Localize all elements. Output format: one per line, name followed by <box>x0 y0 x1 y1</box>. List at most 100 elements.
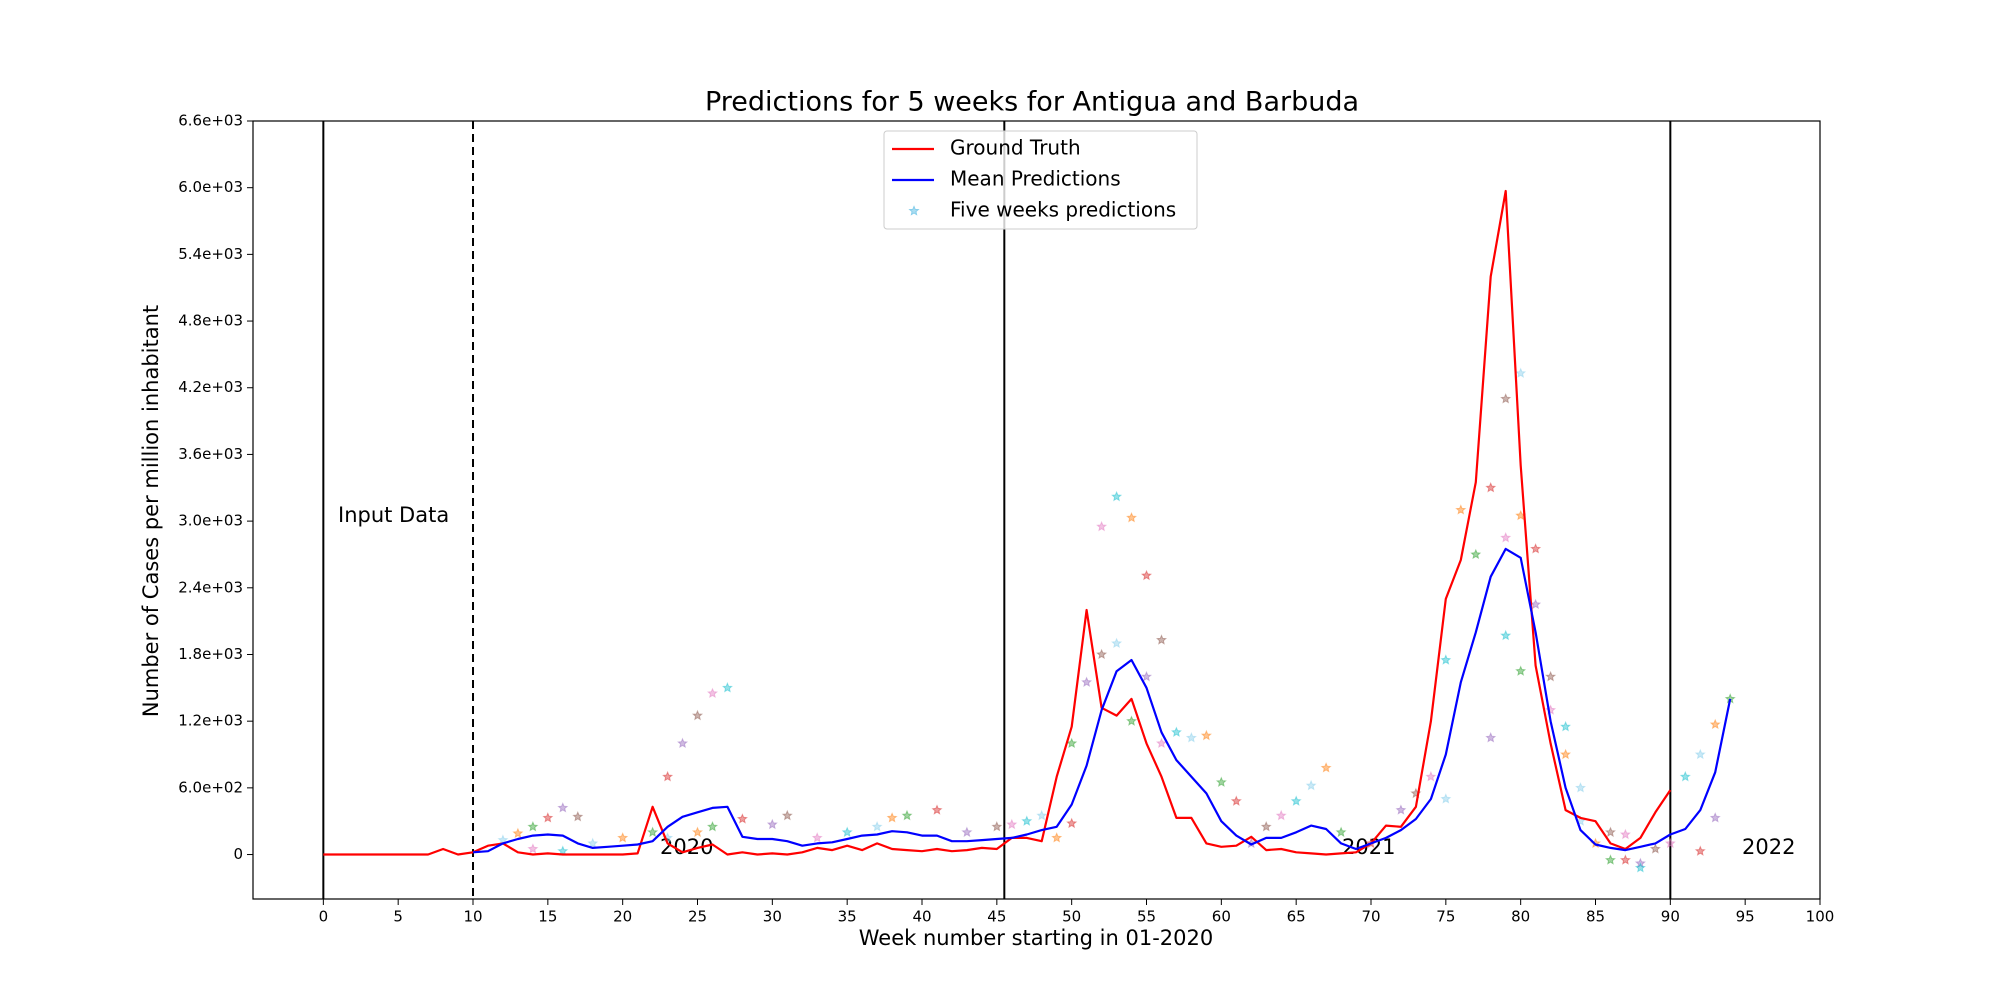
x-tick-label: 15 <box>538 908 557 926</box>
star-point <box>1290 795 1302 806</box>
x-tick-label: 5 <box>393 908 403 926</box>
x-tick-label: 55 <box>1137 908 1156 926</box>
star-point <box>1260 821 1272 832</box>
star-point <box>1649 843 1661 854</box>
star-point <box>871 821 883 832</box>
star-point <box>1155 737 1168 749</box>
star-point <box>1230 795 1242 806</box>
star-point <box>781 809 793 821</box>
star-point <box>1140 670 1153 682</box>
annotation: 2022 <box>1742 835 1795 859</box>
y-tick-label: 4.2e+03 <box>178 378 243 396</box>
y-axis-label: Number of Cases per million inhabitant <box>139 305 163 717</box>
star-point <box>647 826 659 838</box>
y-tick-label: 6.6e+03 <box>178 112 243 130</box>
star-point <box>1081 676 1093 687</box>
star-point <box>736 813 748 824</box>
star-point <box>991 821 1003 832</box>
y-tick-label: 2.4e+03 <box>178 578 243 596</box>
x-tick-label: 65 <box>1287 908 1306 926</box>
annotation: Input Data <box>338 503 449 527</box>
star-point <box>1305 779 1317 791</box>
y-tick-label: 3.6e+03 <box>178 445 243 463</box>
star-point <box>1185 731 1197 743</box>
star-point <box>1096 520 1108 532</box>
star-point <box>1515 665 1527 676</box>
star-point <box>706 821 719 832</box>
star-point <box>1066 737 1078 749</box>
star-point <box>1440 654 1452 665</box>
star-point <box>1560 720 1572 732</box>
star-point <box>1709 812 1721 823</box>
star-point <box>841 826 853 838</box>
star-point <box>1485 482 1497 493</box>
star-point <box>1425 770 1437 782</box>
star-point <box>1051 832 1063 843</box>
star-point <box>1275 809 1287 821</box>
x-tick-label: 75 <box>1436 908 1455 926</box>
star-point <box>961 826 973 838</box>
star-point <box>1545 670 1557 682</box>
x-tick-label: 80 <box>1511 908 1530 926</box>
legend-label: Ground Truth <box>950 136 1081 160</box>
star-point <box>1530 543 1542 554</box>
star-point <box>1709 718 1721 730</box>
legend-label: Mean Predictions <box>950 167 1121 191</box>
star-point <box>617 832 629 843</box>
star-point <box>1006 818 1018 830</box>
star-point <box>1126 715 1138 726</box>
x-tick-label: 10 <box>463 908 482 926</box>
star-point <box>1066 817 1078 829</box>
star-point <box>1440 793 1452 804</box>
star-point <box>1140 569 1153 581</box>
star-point <box>1634 857 1646 869</box>
star-point <box>1530 598 1542 610</box>
x-tick-label: 0 <box>319 908 329 926</box>
star-point <box>1619 828 1631 840</box>
x-tick-label: 50 <box>1062 908 1081 926</box>
star-point <box>1694 748 1706 760</box>
y-tick-label: 1.2e+03 <box>178 712 243 730</box>
star-point <box>677 737 689 749</box>
y-tick-label: 0 <box>233 845 243 863</box>
star-point <box>1335 826 1347 838</box>
star-point <box>691 709 704 721</box>
star-point <box>1545 704 1557 715</box>
x-tick-label: 100 <box>1806 908 1835 926</box>
star-point <box>1470 548 1482 560</box>
star-point <box>1604 826 1616 838</box>
star-point <box>1096 648 1108 660</box>
x-tick-label: 90 <box>1661 908 1680 926</box>
star-point <box>1560 748 1572 760</box>
star-point <box>1679 770 1691 782</box>
chart-title: Predictions for 5 weeks for Antigua and … <box>705 87 1359 118</box>
x-axis-label: Week number starting in 01-2020 <box>859 926 1213 950</box>
star-point <box>691 826 704 838</box>
x-tick-label: 70 <box>1361 908 1380 926</box>
x-tick-label: 20 <box>613 908 632 926</box>
x-tick-label: 40 <box>912 908 931 926</box>
star-point <box>1500 532 1512 543</box>
star-point <box>721 681 733 693</box>
star-point <box>1200 729 1212 741</box>
y-tick-label: 4.8e+03 <box>178 312 243 330</box>
y-tick-label: 6.0e+02 <box>178 778 243 796</box>
star-point <box>1111 637 1123 649</box>
star-point <box>1604 854 1616 865</box>
star-point <box>662 770 674 782</box>
star-point <box>1694 845 1706 856</box>
legend-marker <box>908 205 920 216</box>
star-point <box>1155 634 1168 645</box>
y-tick-label: 1.8e+03 <box>178 645 243 663</box>
star-point <box>706 687 719 699</box>
line-series <box>472 547 1732 854</box>
legend-box <box>883 130 1198 230</box>
star-point <box>1126 512 1138 523</box>
x-tick-label: 95 <box>1736 908 1755 926</box>
star-point <box>901 809 913 821</box>
star-point <box>1575 782 1587 793</box>
star-point <box>1021 815 1033 826</box>
star-point <box>557 845 569 856</box>
x-tick-label: 25 <box>688 908 707 926</box>
